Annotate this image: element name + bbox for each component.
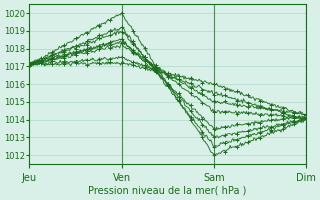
X-axis label: Pression niveau de la mer( hPa ): Pression niveau de la mer( hPa ) <box>89 186 247 196</box>
